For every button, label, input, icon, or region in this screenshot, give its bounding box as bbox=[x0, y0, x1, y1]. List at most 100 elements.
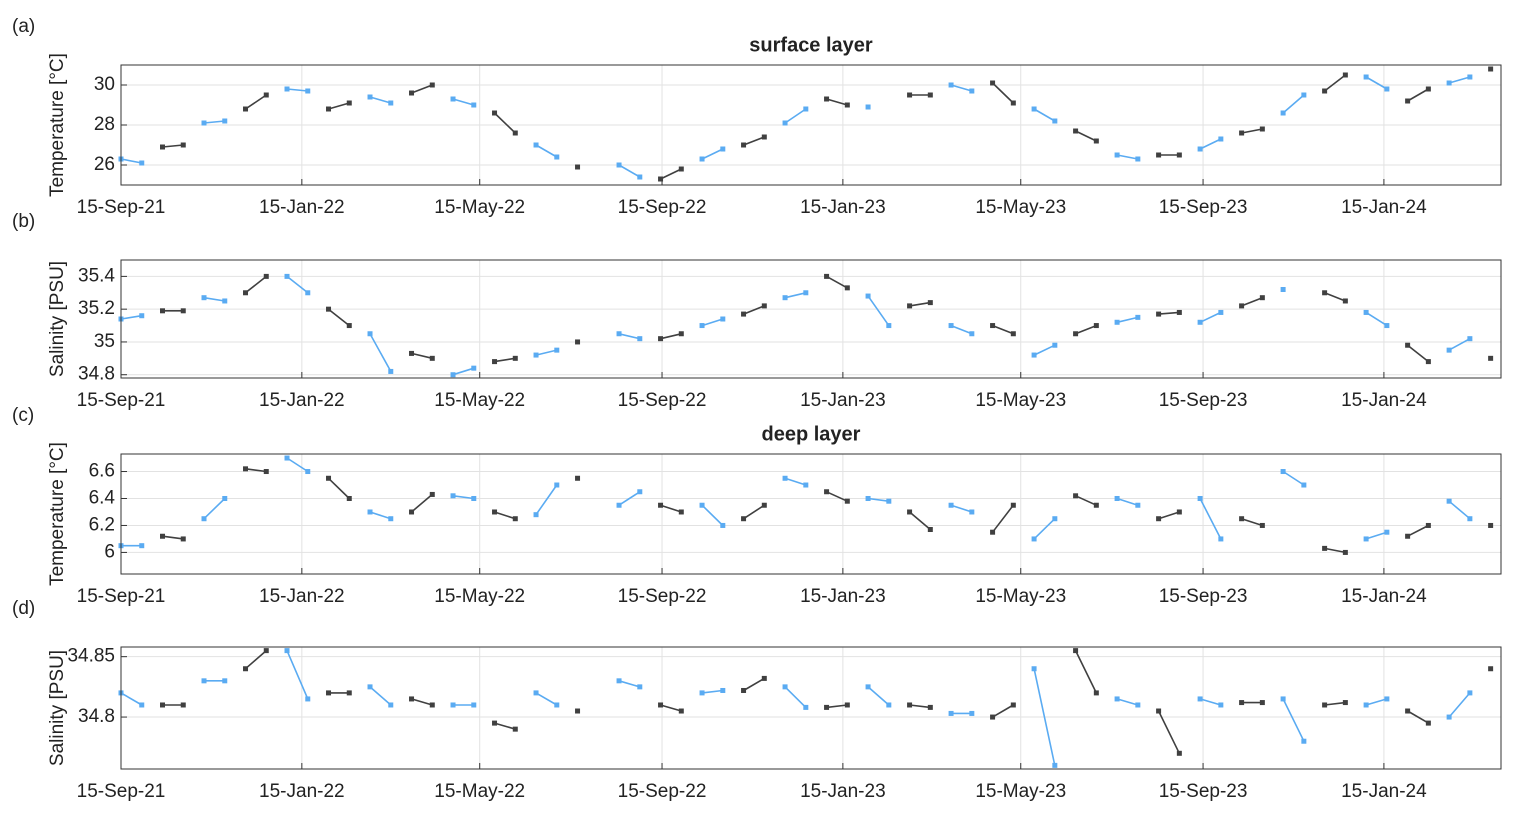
data-point bbox=[1280, 469, 1286, 475]
data-point bbox=[720, 522, 726, 528]
x-tick-label: 15-May-22 bbox=[434, 586, 525, 607]
data-point bbox=[824, 489, 830, 495]
data-point bbox=[865, 104, 871, 110]
x-tick-label: 15-Sep-22 bbox=[618, 197, 707, 218]
y-tick-label: 6.2 bbox=[89, 514, 115, 535]
data-point bbox=[1363, 74, 1369, 80]
data-point bbox=[678, 331, 684, 337]
data-point bbox=[1384, 323, 1390, 329]
x-tick-label: 15-May-22 bbox=[434, 390, 525, 411]
data-point bbox=[1156, 708, 1162, 714]
y-tick-label: 34.85 bbox=[67, 646, 115, 667]
data-point bbox=[222, 678, 228, 684]
data-point bbox=[160, 533, 166, 539]
data-point bbox=[554, 482, 560, 488]
y-axis-label: Salinity [PSU] bbox=[47, 261, 68, 377]
data-point bbox=[222, 495, 228, 501]
data-point bbox=[1176, 509, 1182, 515]
x-tick-label: 15-Sep-21 bbox=[77, 197, 166, 218]
data-point bbox=[1363, 702, 1369, 708]
x-tick-label: 15-May-23 bbox=[975, 781, 1066, 802]
data-point bbox=[1301, 482, 1307, 488]
data-point bbox=[533, 690, 539, 696]
data-point bbox=[720, 316, 726, 322]
data-point bbox=[1446, 498, 1452, 504]
plot-frame bbox=[120, 453, 1502, 575]
data-point bbox=[1218, 136, 1224, 142]
data-point bbox=[1073, 493, 1079, 499]
data-point bbox=[969, 88, 975, 94]
data-point bbox=[907, 303, 913, 309]
data-point bbox=[637, 336, 643, 342]
data-point bbox=[1052, 762, 1058, 768]
data-point bbox=[990, 714, 996, 720]
data-point bbox=[326, 306, 332, 312]
x-tick-label: 15-Sep-21 bbox=[77, 390, 166, 411]
data-point bbox=[575, 339, 581, 345]
data-point bbox=[1446, 347, 1452, 353]
data-point bbox=[720, 146, 726, 152]
data-point bbox=[1446, 80, 1452, 86]
data-point bbox=[969, 509, 975, 515]
data-point bbox=[1342, 72, 1348, 78]
data-point bbox=[699, 690, 705, 696]
data-point bbox=[658, 702, 664, 708]
data-point bbox=[969, 331, 975, 337]
data-point bbox=[658, 176, 664, 182]
data-point bbox=[1239, 516, 1245, 522]
data-point bbox=[1425, 86, 1431, 92]
data-point bbox=[637, 174, 643, 180]
data-point bbox=[803, 482, 809, 488]
data-point bbox=[160, 144, 166, 150]
data-point bbox=[409, 696, 415, 702]
panel-title: deep layer bbox=[762, 423, 861, 445]
data-point bbox=[139, 313, 145, 319]
x-tick-label: 15-Jan-22 bbox=[259, 586, 345, 607]
data-point bbox=[1405, 708, 1411, 714]
x-tick-label: 15-Jan-22 bbox=[259, 781, 345, 802]
data-point bbox=[948, 710, 954, 716]
data-point bbox=[367, 684, 373, 690]
data-point bbox=[678, 166, 684, 172]
data-point bbox=[865, 293, 871, 299]
data-point bbox=[678, 708, 684, 714]
panel-label: (a) bbox=[12, 16, 35, 37]
data-point bbox=[180, 142, 186, 148]
data-point bbox=[1280, 110, 1286, 116]
data-point bbox=[1405, 98, 1411, 104]
data-point bbox=[761, 502, 767, 508]
data-point bbox=[1135, 314, 1141, 320]
data-point bbox=[388, 702, 394, 708]
data-point bbox=[346, 495, 352, 501]
x-tick-label: 15-Jan-22 bbox=[259, 390, 345, 411]
data-point bbox=[1322, 545, 1328, 551]
data-point bbox=[1010, 331, 1016, 337]
data-point bbox=[1425, 359, 1431, 365]
data-point bbox=[1488, 66, 1494, 72]
data-point bbox=[575, 475, 581, 481]
x-tick-label: 15-Jan-23 bbox=[800, 586, 886, 607]
data-point bbox=[844, 702, 850, 708]
data-point bbox=[243, 666, 249, 672]
data-point bbox=[180, 536, 186, 542]
x-tick-label: 15-May-23 bbox=[975, 197, 1066, 218]
plot-area bbox=[121, 647, 1501, 769]
data-point bbox=[1384, 529, 1390, 535]
y-tick-label: 34.8 bbox=[78, 364, 115, 385]
data-point bbox=[429, 82, 435, 88]
data-point bbox=[263, 469, 269, 475]
data-point bbox=[782, 120, 788, 126]
data-point bbox=[367, 509, 373, 515]
data-point bbox=[1342, 549, 1348, 555]
y-axis-label: Temperature [°C] bbox=[47, 53, 68, 197]
data-point bbox=[160, 308, 166, 314]
data-point bbox=[1259, 700, 1265, 706]
data-point bbox=[512, 726, 518, 732]
data-point bbox=[1010, 100, 1016, 106]
data-point bbox=[741, 311, 747, 317]
data-point bbox=[388, 368, 394, 374]
data-point bbox=[429, 355, 435, 361]
data-point bbox=[1073, 128, 1079, 134]
data-point bbox=[824, 273, 830, 279]
data-point bbox=[1363, 309, 1369, 315]
